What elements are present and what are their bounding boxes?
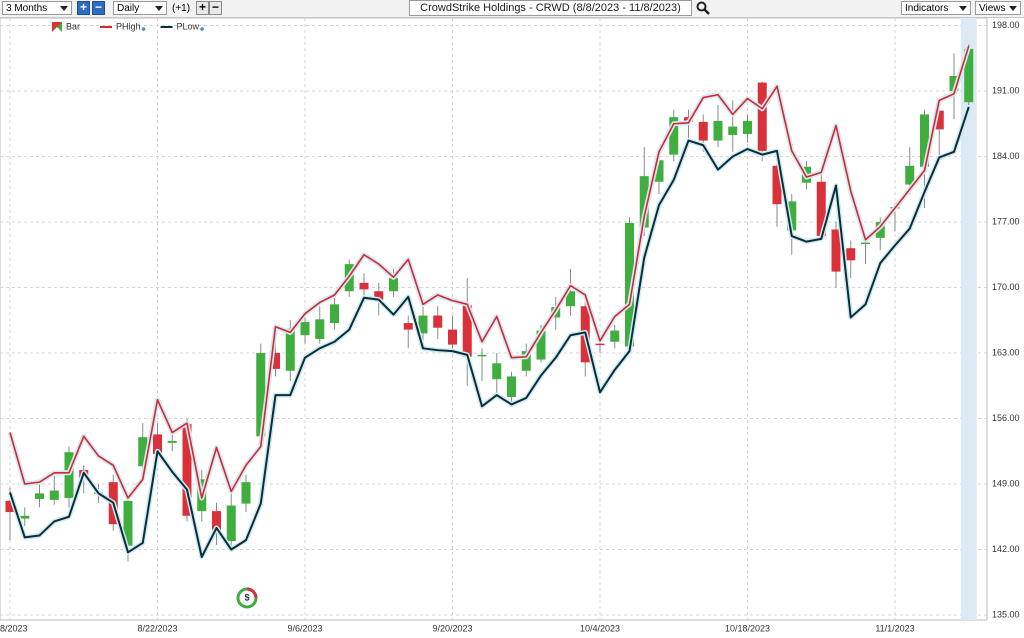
candle-body [595,343,605,346]
candle-body [448,329,457,345]
y-tick-label: 198.00 [992,20,1020,30]
candle-body [330,304,339,324]
x-tick-label: 8/8/2023 [0,623,28,633]
y-tick-label: 163.00 [992,347,1020,357]
candle-body [492,363,502,380]
last-bar-highlight [960,18,977,620]
candle-body [433,315,443,328]
candle-body [5,500,15,513]
y-tick-label: 184.00 [992,151,1020,161]
candle-body [20,515,30,519]
x-tick-label: 8/22/2023 [137,623,177,633]
candle-body [374,291,384,300]
candle-body [49,490,59,500]
candle-body [757,82,767,151]
indicators-select[interactable]: Indicators [901,1,971,15]
line-series [9,106,970,558]
candle-body [256,352,266,437]
candle-body [787,201,797,231]
candle-body [285,328,295,371]
x-tick-label: 10/18/2023 [725,623,770,633]
candle-body [35,493,44,499]
y-tick-label: 156.00 [992,413,1020,423]
interval-select[interactable]: Daily [113,1,167,15]
x-tick-label: 10/4/2023 [580,623,620,633]
candle-body [359,282,369,290]
candle-body [271,352,280,369]
x-tick-label: 11/1/2023 [875,623,914,633]
candle-body [462,305,472,357]
legend-label: Bar [66,21,80,31]
candle-body [964,48,974,103]
legend-dot [200,27,204,31]
candle-body [639,176,649,228]
candle-body [934,110,944,130]
range-select[interactable]: 3 Months [2,1,72,15]
symbol-title[interactable]: CrowdStrike Holdings - CRWD (8/8/2023 - … [409,0,692,16]
zoom-in-button[interactable]: + [77,1,90,15]
candle-body [728,126,738,135]
legend-label: PLow [177,21,200,31]
zoom-out-button[interactable]: − [92,1,105,15]
event-marker-label: $ [244,592,249,602]
candle-body [315,319,325,339]
views-select[interactable]: Views [975,1,1021,15]
candle-body [153,434,162,455]
candle-body [138,437,148,467]
candle-body [212,511,221,530]
legend-swatch [52,22,62,32]
candle-body [669,117,679,155]
candle-body [241,482,251,504]
x-tick-label: 9/20/2023 [432,623,472,633]
y-tick-label: 170.00 [992,282,1020,292]
candle-body [566,291,575,307]
candle-body [521,351,531,371]
candle-body [389,278,398,292]
candle-body [654,160,664,182]
candle-body [610,330,620,342]
candle-body [477,354,487,357]
chart: Bar PHigh PLow $ 135.00 142.00 149.00 156.00 1… [0,18,1020,633]
candle-body [226,505,236,542]
candle-body [831,229,841,272]
legend-dot [141,27,146,31]
y-tick-label: 142.00 [992,544,1020,554]
line-series [9,45,970,499]
candle-body [167,440,177,443]
search-icon[interactable] [696,1,710,15]
y-tick-label: 177.00 [992,216,1020,226]
candle-body [949,76,959,91]
y-tick-label: 191.00 [992,85,1020,95]
legend-label: PHigh [116,21,141,31]
candle-body [403,323,413,330]
offset-label: (+1) [172,3,191,14]
candle-body [743,120,752,135]
candle-body [905,165,915,185]
y-tick-label: 149.00 [992,478,1020,488]
candle-body [418,315,428,334]
event-marker[interactable]: $ [236,587,258,609]
candle-body [625,222,634,347]
candle-body [816,181,826,237]
candle-body [507,376,516,397]
x-tick-label: 9/6/2023 [287,623,322,633]
offset-plus-button[interactable]: + [196,1,209,15]
candle-body [861,242,870,245]
candle-body [698,121,708,141]
y-tick-label: 135.00 [992,609,1020,619]
candle-body [772,165,782,205]
candle-body [846,248,856,261]
candle-body [920,114,929,167]
toolbar: 3 Months + − Daily (+1) + − CrowdStrike … [0,0,1024,18]
candle-body [713,120,723,141]
candle-body [300,322,310,336]
candle-body [182,424,192,516]
offset-minus-button[interactable]: − [209,1,222,15]
candle-body [123,500,133,546]
candle-body [536,330,546,360]
